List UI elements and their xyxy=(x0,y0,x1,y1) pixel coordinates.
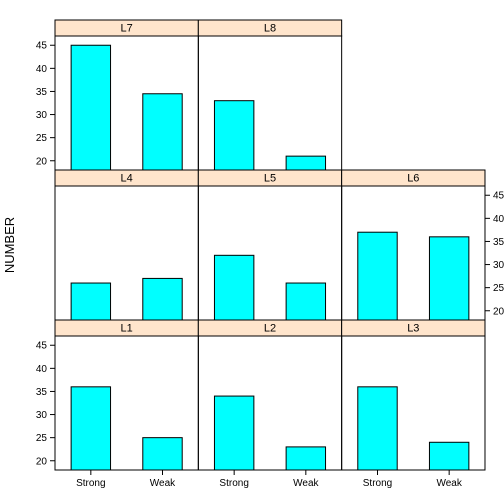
bar xyxy=(286,283,325,320)
x-tick-label: Weak xyxy=(150,478,176,489)
y-tick-label: 45 xyxy=(36,41,48,52)
bar xyxy=(214,101,253,170)
bar xyxy=(358,232,397,320)
y-tick-label: 45 xyxy=(36,341,48,352)
y-tick-label: 20 xyxy=(493,306,504,317)
y-tick-label: 35 xyxy=(493,237,504,248)
y-tick-label: 30 xyxy=(36,410,48,421)
bar xyxy=(214,255,253,320)
y-tick-label: 25 xyxy=(36,133,48,144)
panel-strip-label: L6 xyxy=(407,172,419,184)
panel-strip-label: L2 xyxy=(264,322,276,334)
y-tick-label: 20 xyxy=(36,456,48,467)
x-tick-label: Weak xyxy=(293,478,319,489)
bar xyxy=(143,438,182,470)
trellis-chart: NUMBER L1 L2 L3 L4 L5 L6 L7 L8 20 25 30 35 40 45 20 25 30… xyxy=(0,0,504,504)
panel-strip-label: L1 xyxy=(121,322,133,334)
bar xyxy=(286,156,325,170)
panel-strip-label: L8 xyxy=(264,22,276,34)
bar xyxy=(429,442,468,470)
bar xyxy=(71,45,110,170)
y-tick-label: 40 xyxy=(36,64,48,75)
panel-strip-label: L3 xyxy=(407,322,419,334)
y-tick-label: 45 xyxy=(493,191,504,202)
y-axis-label: NUMBER xyxy=(2,217,17,273)
y-tick-label: 20 xyxy=(36,156,48,167)
y-tick-label: 25 xyxy=(493,283,504,294)
y-tick-label: 40 xyxy=(493,214,504,225)
y-tick-label: 25 xyxy=(36,433,48,444)
x-tick-label: Strong xyxy=(219,478,248,489)
bar xyxy=(143,278,182,320)
bar xyxy=(286,447,325,470)
panel-strip-label: L5 xyxy=(264,172,276,184)
chart-svg: NUMBER L1 L2 L3 L4 L5 L6 L7 L8 20 25 30 35 40 45 20 25 30… xyxy=(0,0,504,504)
panel-strip-label: L4 xyxy=(121,172,133,184)
bar xyxy=(429,237,468,320)
bar xyxy=(71,283,110,320)
bar xyxy=(143,94,182,170)
bar xyxy=(71,387,110,470)
x-tick-label: Strong xyxy=(363,478,392,489)
y-tick-label: 30 xyxy=(493,260,504,271)
bar xyxy=(214,396,253,470)
y-tick-label: 40 xyxy=(36,364,48,375)
panel-strip-label: L7 xyxy=(121,22,133,34)
x-tick-label: Strong xyxy=(76,478,105,489)
y-tick-label: 35 xyxy=(36,387,48,398)
y-tick-label: 35 xyxy=(36,87,48,98)
x-tick-label: Weak xyxy=(436,478,462,489)
y-tick-label: 30 xyxy=(36,110,48,121)
bar xyxy=(358,387,397,470)
